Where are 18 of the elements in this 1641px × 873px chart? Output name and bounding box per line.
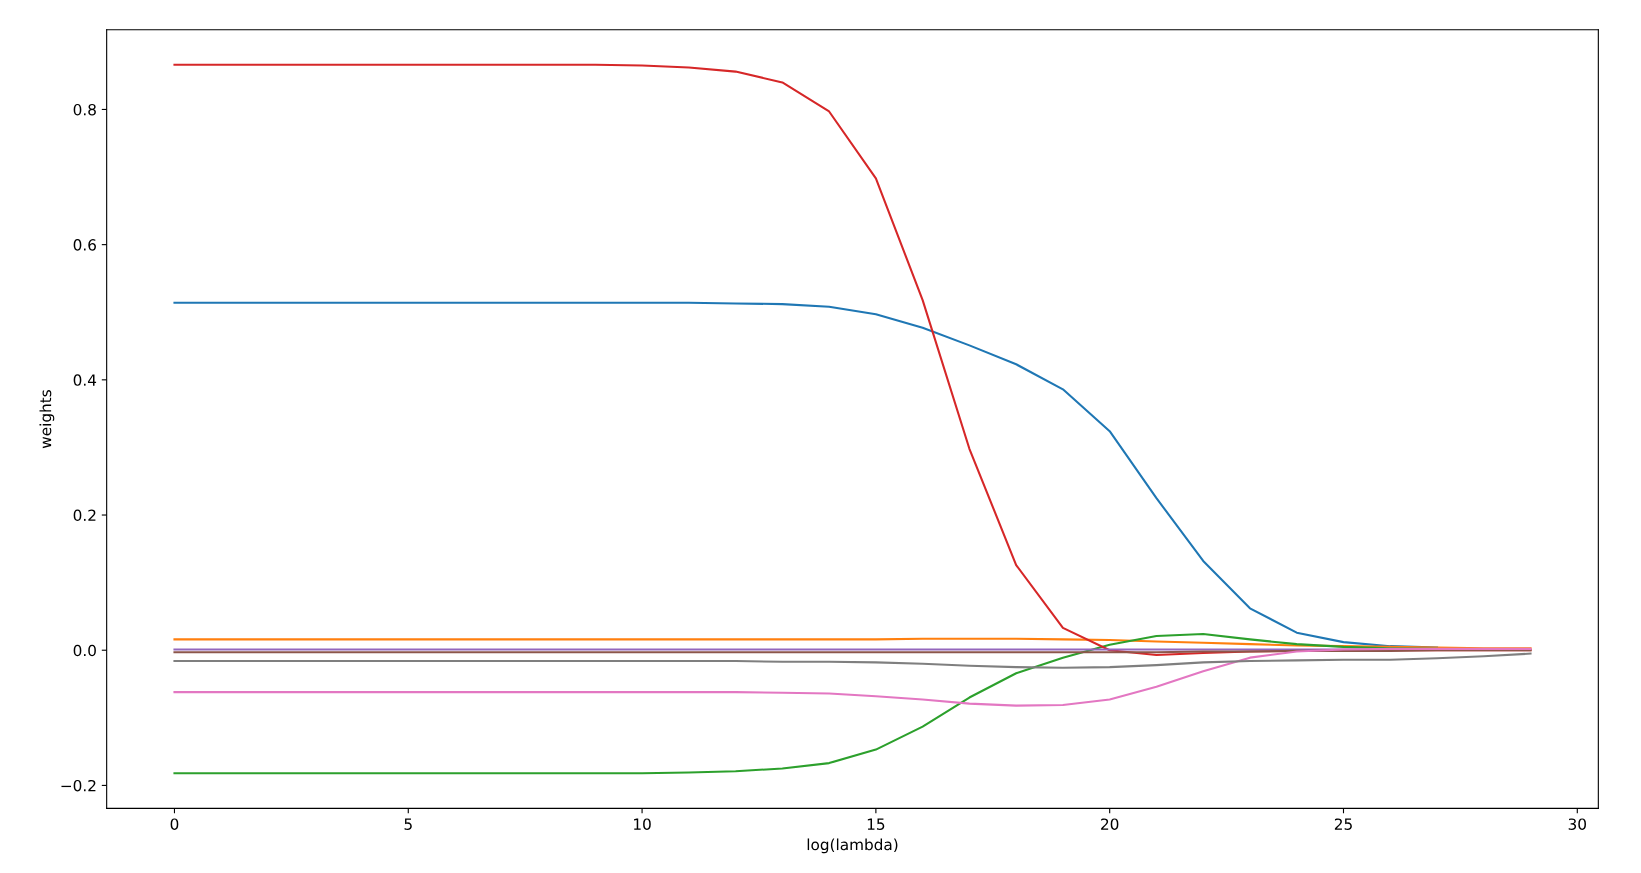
line-series [173, 647, 1532, 707]
x-tick-label: 10 [634, 818, 651, 830]
y-tick-label: 0.4 [73, 374, 97, 386]
x-tick-label: 30 [1568, 818, 1586, 830]
y-axis-title: weights [39, 390, 55, 449]
y-tick-label: 0.8 [73, 103, 96, 116]
y-tick-label: 0.6 [73, 239, 96, 251]
x-tick-label: 20 [1101, 818, 1119, 830]
x-axis-title: log(lambda) [807, 838, 898, 854]
x-tick-label: 0 [170, 818, 179, 830]
x-tick-label: 25 [1334, 818, 1352, 830]
y-tick-label: −0.2 [61, 779, 96, 792]
y-tick-label: 0.0 [73, 644, 96, 657]
line-series [173, 652, 1532, 669]
line-series [173, 637, 1532, 650]
y-tick-label: 0.2 [73, 509, 96, 522]
x-tick-label: 15 [867, 818, 885, 830]
x-tick-label: 5 [404, 818, 412, 830]
